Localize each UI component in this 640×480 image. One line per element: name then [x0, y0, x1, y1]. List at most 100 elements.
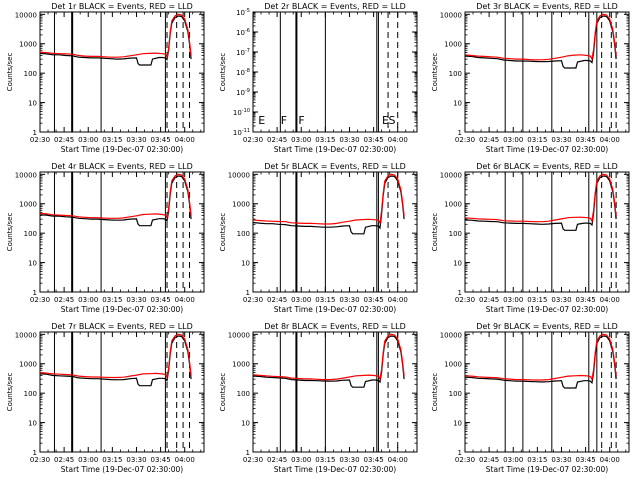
x-tick-label: 03:45 [150, 456, 170, 464]
panel-det-4: Det 4r BLACK = Events, RED = LLD 1 10 100 10… [6, 162, 205, 314]
x-tick-label: 03:00 [503, 136, 523, 144]
event-marker-label: E [258, 114, 265, 127]
series-line-events [252, 175, 405, 235]
panel-title: Det 3r BLACK = Events, RED = LLD [476, 2, 618, 11]
y-tick-label: 10000 [228, 171, 250, 179]
x-tick-label: 04:00 [175, 296, 195, 304]
y-tick-label: 10-8 [236, 68, 250, 77]
x-tick-label: 03:15 [102, 136, 122, 144]
event-marker-label: F [298, 114, 304, 127]
y-tick-label: 10-6 [236, 28, 250, 37]
y-tick-label: 10 [28, 260, 37, 268]
x-tick-label: 02:30 [455, 136, 475, 144]
x-axis-label: Start Time (19-Dec-07 02:30:00) [61, 305, 183, 314]
x-tick-label: 04:00 [600, 296, 620, 304]
y-tick-label: 100 [449, 230, 462, 238]
y-tick-label: 10000 [228, 331, 250, 339]
x-tick-label: 03:00 [78, 296, 98, 304]
x-tick-label: 02:45 [54, 136, 74, 144]
x-tick-label: 03:30 [339, 456, 359, 464]
y-tick-label: 10-11 [233, 128, 250, 137]
x-tick-label: 03:45 [363, 296, 383, 304]
x-tick-label: 03:15 [315, 136, 335, 144]
x-tick-label: 02:45 [267, 296, 287, 304]
panel-title: Det 1r BLACK = Events, RED = LLD [51, 2, 193, 11]
x-tick-label: 03:00 [503, 296, 523, 304]
y-tick-label: 1 [458, 289, 462, 297]
x-tick-label: 04:00 [388, 456, 408, 464]
y-tick-label: 10-5 [236, 8, 250, 17]
x-axis-label: Start Time (19-Dec-07 02:30:00) [274, 305, 396, 314]
x-tick-label: 03:30 [126, 296, 146, 304]
y-tick-label: 1 [33, 129, 37, 137]
panel-title: Det 2r BLACK = Events, RED = LLD [264, 2, 406, 11]
y-tick-label: 1 [246, 289, 250, 297]
y-tick-label: 1 [33, 289, 37, 297]
x-tick-label: 03:45 [363, 136, 383, 144]
y-axis-label: Counts/sec [219, 373, 227, 412]
y-tick-label: 100 [237, 390, 250, 398]
series-line-events [39, 175, 192, 227]
x-tick-label: 02:45 [479, 456, 499, 464]
y-tick-label: 10 [453, 260, 462, 268]
panel-det-9: Det 9r BLACK = Events, RED = LLD 1 10 100 10… [431, 322, 630, 474]
y-tick-label: 10-10 [233, 108, 250, 117]
x-tick-label: 03:00 [503, 456, 523, 464]
x-axis-label: Start Time (19-Dec-07 02:30:00) [486, 465, 608, 474]
panel-title: Det 8r BLACK = Events, RED = LLD [264, 322, 406, 331]
x-axis-label: Start Time (19-Dec-07 02:30:00) [486, 305, 608, 314]
series-line-events [464, 175, 617, 231]
y-tick-label: 10-7 [236, 48, 250, 57]
x-tick-label: 03:00 [78, 456, 98, 464]
panel-det-7: Det 7r BLACK = Events, RED = LLD 1 10 100 10… [6, 322, 205, 474]
y-tick-label: 100 [237, 230, 250, 238]
panel-title: Det 5r BLACK = Events, RED = LLD [264, 162, 406, 171]
x-tick-label: 02:30 [30, 456, 50, 464]
x-tick-label: 03:00 [291, 456, 311, 464]
y-tick-label: 100 [24, 230, 37, 238]
panel-title: Det 4r BLACK = Events, RED = LLD [51, 162, 193, 171]
y-tick-label: 10000 [15, 11, 37, 19]
x-tick-label: 03:45 [150, 136, 170, 144]
x-tick-label: 03:30 [551, 136, 571, 144]
y-tick-label: 100 [24, 70, 37, 78]
series-line-events [464, 335, 617, 389]
y-tick-label: 10 [453, 100, 462, 108]
event-marker-label: F [281, 114, 287, 127]
y-tick-label: 1000 [19, 201, 37, 209]
y-axis-label: Counts/sec [219, 213, 227, 252]
y-tick-label: 10000 [440, 171, 462, 179]
series-line-lld [39, 333, 192, 380]
event-marker-label: E [382, 114, 389, 127]
x-tick-label: 02:30 [243, 456, 263, 464]
plot-frame [39, 11, 205, 133]
series-line-lld [39, 13, 192, 60]
y-tick-label: 1 [33, 449, 37, 457]
x-tick-label: 03:30 [339, 136, 359, 144]
x-tick-label: 03:15 [527, 456, 547, 464]
panel-det-3: Det 3r BLACK = Events, RED = LLD 1 10 100 10… [431, 2, 630, 154]
x-tick-label: 04:00 [388, 296, 408, 304]
panel-det-8: Det 8r BLACK = Events, RED = LLD 1 10 100 10… [219, 322, 418, 474]
panel-title: Det 9r BLACK = Events, RED = LLD [476, 322, 618, 331]
panel-title: Det 6r BLACK = Events, RED = LLD [476, 162, 618, 171]
y-tick-label: 1000 [444, 201, 462, 209]
y-axis-label: Counts/sec [431, 53, 439, 92]
x-tick-label: 04:00 [600, 136, 620, 144]
x-tick-label: 02:30 [455, 296, 475, 304]
panel-title: Det 7r BLACK = Events, RED = LLD [51, 322, 193, 331]
plot-frame [39, 171, 205, 293]
x-tick-label: 02:45 [54, 296, 74, 304]
y-tick-label: 100 [449, 70, 462, 78]
x-tick-label: 02:30 [30, 296, 50, 304]
plot-frame [252, 171, 418, 293]
x-tick-label: 03:15 [315, 456, 335, 464]
x-tick-label: 03:45 [575, 456, 595, 464]
y-tick-label: 1000 [19, 41, 37, 49]
x-tick-label: 03:00 [291, 296, 311, 304]
y-tick-label: 1 [246, 449, 250, 457]
series-line-lld [464, 333, 617, 382]
y-tick-label: 10 [241, 420, 250, 428]
y-axis-label: Counts/sec [6, 373, 14, 412]
series-line-events [39, 15, 192, 66]
